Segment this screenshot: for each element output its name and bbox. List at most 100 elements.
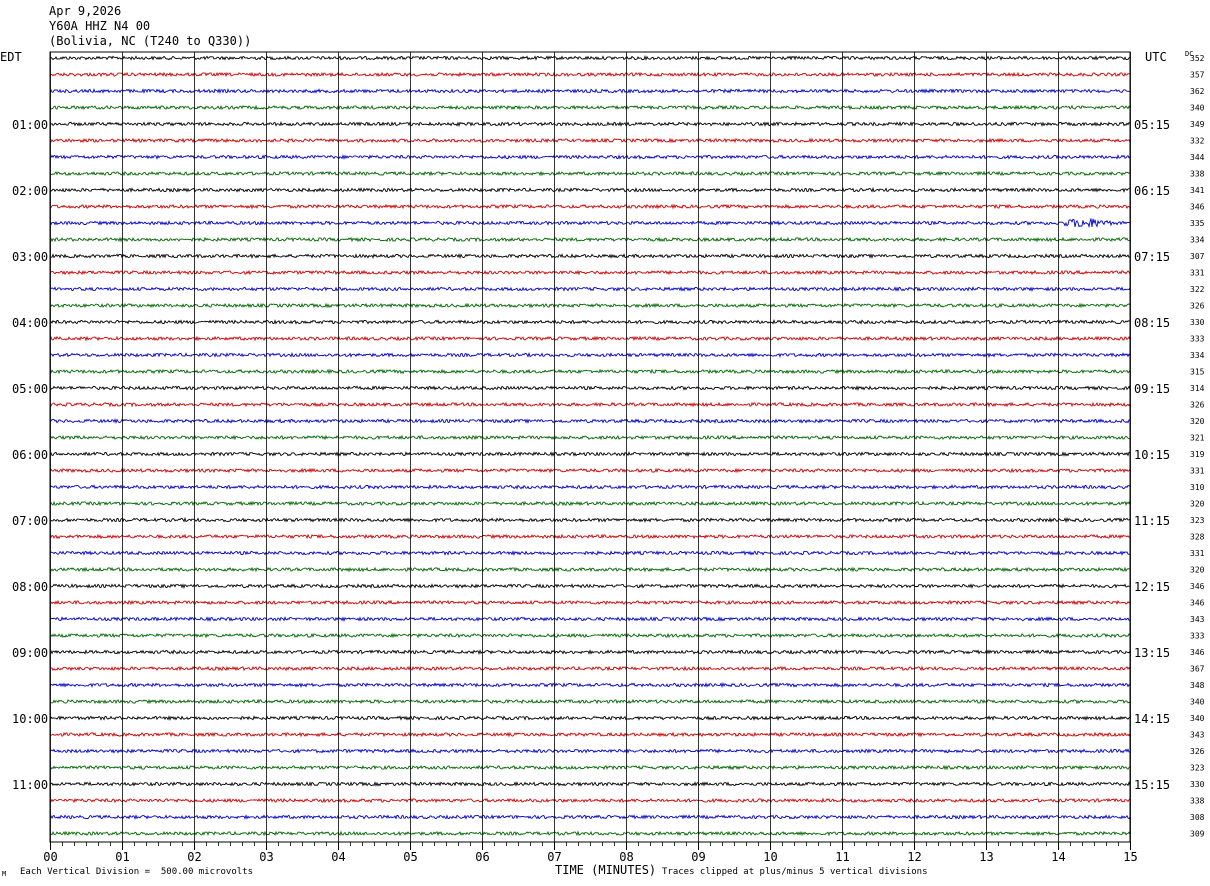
dc-offset-label: 346 <box>1190 648 1205 657</box>
dc-offset-label: 334 <box>1190 351 1205 360</box>
left-time-label: 08:00 <box>12 580 48 594</box>
x-tick-label: 04 <box>331 850 345 864</box>
left-time-label: 06:00 <box>12 448 48 462</box>
dc-offset-label: 330 <box>1190 780 1205 789</box>
grid-layer <box>49 51 1131 850</box>
trace-row-10 <box>49 218 1131 229</box>
dc-offset-label: 320 <box>1190 500 1205 509</box>
x-tick-label: 14 <box>1051 850 1065 864</box>
corner-mark: M <box>2 870 7 878</box>
trace-row-45 <box>49 797 1131 804</box>
dc-offset-label: 334 <box>1190 236 1205 245</box>
dc-offset-label: 341 <box>1190 186 1205 195</box>
trace-row-13 <box>49 269 1131 276</box>
trace-row-1 <box>49 71 1131 78</box>
x-tick-label: 12 <box>907 850 921 864</box>
dc-offset-label: 320 <box>1190 566 1205 575</box>
division-note: Each Vertical Division = 500.00 microvol… <box>20 867 253 877</box>
dc-offset-label: 367 <box>1190 665 1205 674</box>
x-tick-label: 05 <box>403 850 417 864</box>
dc-offset-label: 348 <box>1190 681 1205 690</box>
trace-row-8 <box>49 186 1130 193</box>
dc-offset-label: 340 <box>1190 104 1205 113</box>
trace-row-37 <box>49 665 1131 672</box>
x-tick-label: 07 <box>547 850 561 864</box>
trace-row-22 <box>49 418 1131 425</box>
trace-row-34 <box>49 616 1131 622</box>
trace-row-31 <box>49 566 1131 573</box>
label-layer: 00 01 02 03 04 05 06 07 08 09 10 11 12 13 14 15 01:00 02:… <box>12 54 1205 864</box>
trace-row-20 <box>49 385 1131 391</box>
trace-row-19 <box>49 368 1131 375</box>
trace-row-5 <box>49 137 1131 144</box>
trace-row-14 <box>49 286 1131 292</box>
trace-row-21 <box>49 401 1131 408</box>
right-time-label: 09:15 <box>1134 382 1170 396</box>
dc-offset-label: 333 <box>1190 335 1205 344</box>
trace-row-26 <box>49 484 1131 490</box>
trace-row-28 <box>49 516 1131 524</box>
x-tick-label: 03 <box>259 850 273 864</box>
dc-offset-label: 357 <box>1190 71 1205 80</box>
trace-row-12 <box>50 253 1131 260</box>
dc-offset-label: 331 <box>1190 269 1205 278</box>
trace-row-16 <box>49 319 1131 325</box>
dc-offset-label: 331 <box>1190 549 1205 558</box>
trace-row-23 <box>49 434 1131 441</box>
trace-row-44 <box>49 781 1131 787</box>
trace-row-15 <box>49 302 1131 309</box>
header-location: (Bolivia, NC (T240 to Q330)) <box>49 34 252 48</box>
right-time-label: 07:15 <box>1134 250 1170 264</box>
dc-offset-label: 346 <box>1190 203 1205 212</box>
dc-offset-label: 344 <box>1190 153 1205 162</box>
dc-offset-label: 340 <box>1190 698 1205 707</box>
dc-offset-label: 323 <box>1190 764 1205 773</box>
dc-offset-label: 362 <box>1190 87 1205 96</box>
dc-offset-label: 326 <box>1190 747 1205 756</box>
utc-label: UTC <box>1145 50 1167 64</box>
trace-row-4 <box>49 121 1131 127</box>
x-axis-title: TIME (MINUTES) <box>555 863 657 877</box>
dc-offset-label: 308 <box>1190 813 1205 822</box>
x-tick-label: 09 <box>691 850 705 864</box>
trace-row-39 <box>49 698 1131 705</box>
dc-offset-label: 309 <box>1190 830 1205 839</box>
header-station: Y60A HHZ N4 00 <box>49 19 151 33</box>
trace-row-43 <box>49 764 1131 771</box>
dc-offset-label: 314 <box>1190 384 1205 393</box>
dc-offset-label: 319 <box>1190 450 1205 459</box>
x-tick-label: 02 <box>187 850 201 864</box>
trace-row-42 <box>49 748 1131 754</box>
dc-offset-label: 326 <box>1190 401 1205 410</box>
trace-row-25 <box>49 467 1131 474</box>
trace-row-47 <box>49 830 1131 837</box>
dc-offset-label: 310 <box>1190 483 1205 492</box>
x-tick-label: 00 <box>43 850 57 864</box>
dc-offset-label: 322 <box>1190 285 1205 294</box>
trace-row-3 <box>49 104 1131 111</box>
left-time-label: 09:00 <box>12 646 48 660</box>
dc-offset-label: 346 <box>1190 582 1205 591</box>
trace-row-36 <box>49 649 1131 655</box>
trace-row-27 <box>49 500 1131 507</box>
edt-label: EDT <box>0 50 22 64</box>
right-time-label: 05:15 <box>1134 118 1170 132</box>
left-time-label: 03:00 <box>12 250 48 264</box>
trace-row-38 <box>49 682 1131 689</box>
left-time-label: 01:00 <box>12 118 48 132</box>
trace-row-33 <box>49 599 1131 606</box>
dc-offset-label: 321 <box>1190 434 1205 443</box>
trace-row-17 <box>49 335 1131 342</box>
x-tick-label: 01 <box>115 850 129 864</box>
trace-row-11 <box>49 236 1131 243</box>
trace-row-32 <box>49 583 1131 590</box>
trace-row-46 <box>49 814 1131 820</box>
right-time-label: 15:15 <box>1134 778 1170 792</box>
dc-offset-label: 335 <box>1190 219 1205 228</box>
dc-offset-label: 307 <box>1190 252 1205 261</box>
trace-layer <box>49 54 1131 837</box>
trace-row-35 <box>49 632 1131 639</box>
x-tick-label: 08 <box>619 850 633 864</box>
dc-offset-label: 346 <box>1190 599 1205 608</box>
